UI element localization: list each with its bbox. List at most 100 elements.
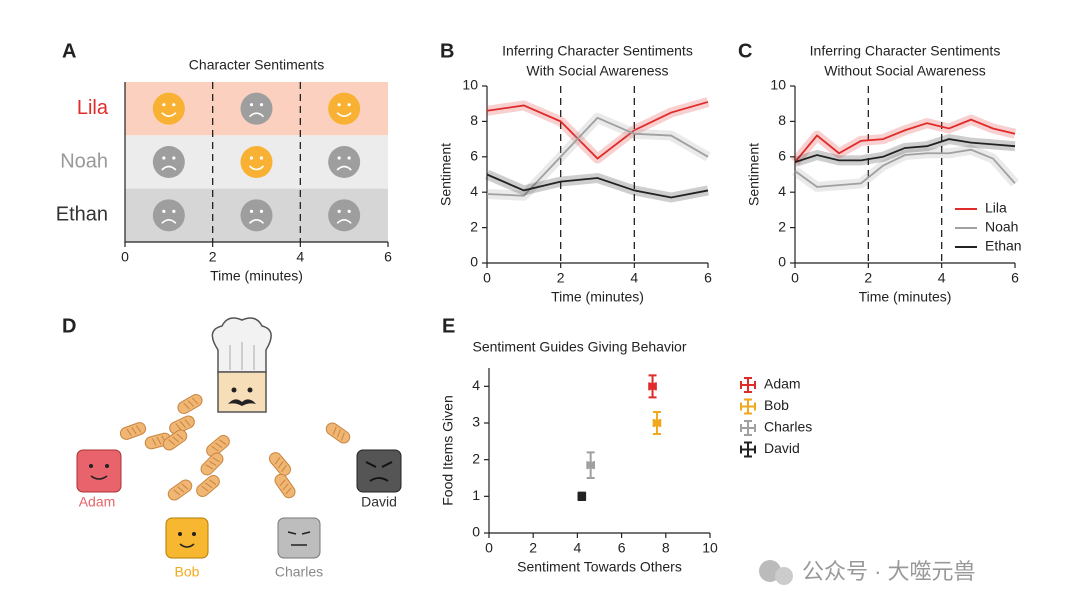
line bbox=[486, 173, 709, 199]
face-eye bbox=[249, 103, 254, 107]
face-eye bbox=[259, 209, 264, 213]
face-mouth bbox=[336, 112, 352, 117]
bread-line bbox=[177, 486, 185, 493]
row-label: Ethan bbox=[56, 204, 108, 226]
x-tick-label: 0 bbox=[791, 270, 799, 286]
bread-line bbox=[205, 482, 213, 489]
legend-label: Ethan bbox=[985, 238, 1022, 254]
bread-line bbox=[277, 461, 284, 469]
face bbox=[152, 199, 185, 232]
bread bbox=[162, 429, 188, 451]
y-tick-label: 8 bbox=[778, 112, 786, 128]
face-eye bbox=[162, 103, 166, 107]
face-mouth bbox=[248, 165, 265, 171]
face-circle bbox=[152, 199, 185, 232]
x-axis-label: Time (minutes) bbox=[859, 289, 952, 305]
y-tick-label: 4 bbox=[778, 183, 786, 199]
face bbox=[240, 92, 273, 125]
bread-line bbox=[187, 400, 195, 407]
y-tick-label: 0 bbox=[472, 524, 480, 540]
character-label: Bob bbox=[175, 564, 200, 580]
bread-body bbox=[177, 394, 203, 414]
face bbox=[152, 92, 185, 125]
legend-label: Noah bbox=[985, 219, 1018, 235]
face-circle bbox=[240, 146, 273, 178]
point bbox=[578, 492, 586, 500]
face bbox=[328, 199, 361, 232]
line bbox=[486, 116, 709, 197]
x-tick-label: 4 bbox=[296, 249, 304, 265]
legend-label: Charles bbox=[764, 419, 812, 435]
face-eye bbox=[259, 156, 264, 160]
x-axis-label: Sentiment Towards Others bbox=[517, 559, 682, 575]
x-tick-label: 2 bbox=[864, 270, 872, 286]
bread-line bbox=[215, 442, 223, 449]
face-eye bbox=[347, 103, 351, 107]
x-axis-label: Time (minutes) bbox=[210, 268, 303, 284]
bread bbox=[169, 415, 195, 435]
face-mouth bbox=[248, 219, 265, 224]
x-axis-label: Time (minutes) bbox=[551, 289, 644, 305]
x-tick-label: 2 bbox=[557, 270, 565, 286]
bread-line bbox=[281, 464, 287, 473]
y-tick-label: 0 bbox=[778, 254, 786, 270]
bread-group bbox=[119, 394, 351, 501]
line bbox=[794, 148, 1016, 188]
bread-line bbox=[212, 457, 221, 463]
bread bbox=[200, 452, 224, 476]
panel-label: C bbox=[738, 40, 752, 62]
character-label: David bbox=[361, 494, 397, 510]
x-tick-label: 6 bbox=[618, 540, 626, 556]
character-label: Adam bbox=[79, 494, 116, 510]
legend-swatch bbox=[740, 441, 756, 458]
y-tick-label: 8 bbox=[470, 112, 478, 128]
face-circle bbox=[328, 92, 361, 125]
x-tick-label: 2 bbox=[209, 249, 217, 265]
face-eye bbox=[162, 209, 166, 213]
y-tick-label: 2 bbox=[472, 450, 480, 466]
y-tick-label: 6 bbox=[778, 148, 786, 164]
y-tick-label: 6 bbox=[470, 148, 478, 164]
face bbox=[328, 92, 361, 125]
face-eye bbox=[337, 156, 341, 160]
panel-label: E bbox=[442, 315, 455, 337]
y-tick-label: 4 bbox=[470, 183, 478, 199]
bread-line bbox=[332, 426, 337, 435]
face-eye bbox=[249, 156, 254, 160]
bread bbox=[325, 422, 351, 444]
face bbox=[152, 146, 185, 178]
bread-line bbox=[135, 425, 142, 433]
chart-title: Inferring Character Sentiments bbox=[810, 43, 1001, 59]
face-eye bbox=[162, 156, 166, 160]
bread-line bbox=[156, 436, 162, 445]
chart-title: Sentiment Guides Giving Behavior bbox=[473, 339, 687, 355]
bread-body bbox=[162, 429, 188, 451]
face-eye bbox=[259, 103, 264, 107]
bread-line bbox=[176, 433, 184, 440]
bread bbox=[167, 479, 193, 501]
x-tick-label: 10 bbox=[702, 540, 718, 556]
bread-line bbox=[279, 479, 286, 487]
line bbox=[794, 118, 1016, 163]
bread-line bbox=[181, 483, 189, 490]
bread-body bbox=[206, 435, 230, 457]
watermark: 公众号 · 大噬元兽 bbox=[759, 559, 976, 585]
x-tick-label: 0 bbox=[483, 270, 491, 286]
bread-body bbox=[167, 479, 193, 501]
bread-line bbox=[168, 439, 176, 446]
chart-title: With Social Awareness bbox=[526, 63, 668, 79]
point bbox=[653, 419, 661, 427]
face-circle bbox=[152, 146, 185, 178]
face-mouth bbox=[161, 219, 177, 224]
panel-label: B bbox=[440, 40, 454, 62]
bread-line bbox=[126, 428, 132, 437]
chart-title: Character Sentiments bbox=[189, 57, 324, 73]
face-mouth bbox=[336, 165, 352, 171]
bread-line bbox=[340, 432, 345, 441]
character-label: Charles bbox=[275, 564, 323, 580]
y-tick-label: 10 bbox=[770, 77, 786, 93]
bread bbox=[269, 452, 291, 476]
y-tick-label: 2 bbox=[470, 218, 478, 234]
y-tick-label: 4 bbox=[472, 377, 480, 393]
